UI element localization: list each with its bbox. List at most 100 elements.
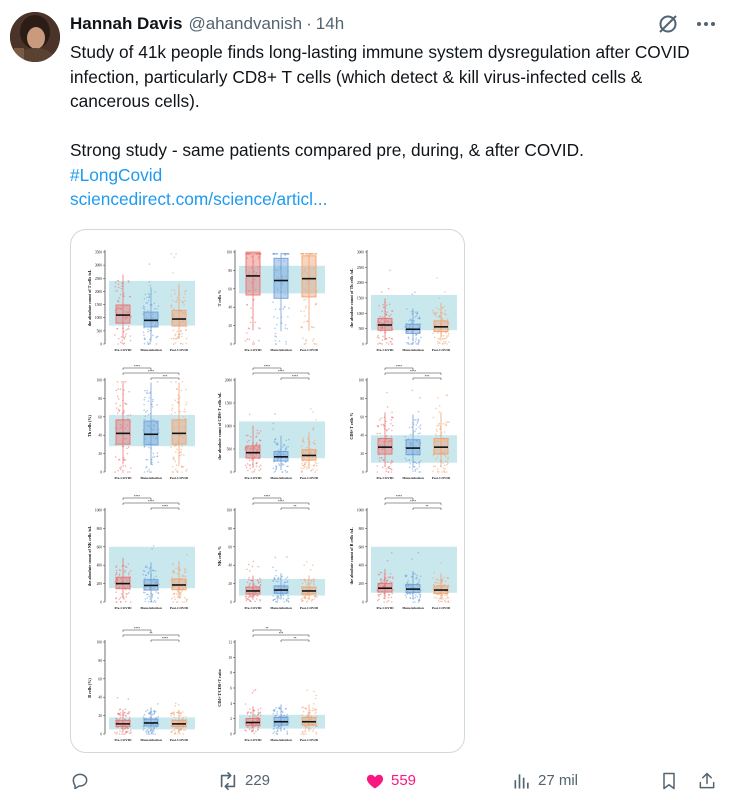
- grok-icon[interactable]: [656, 12, 680, 36]
- y-tick-label: 400: [97, 564, 103, 568]
- bookmark-button[interactable]: [659, 766, 679, 796]
- y-tick-label: 40: [228, 564, 232, 568]
- avatar-image: [10, 12, 60, 62]
- box-pre-covid: [114, 274, 132, 345]
- y-axis-label: NK cells %: [217, 546, 222, 566]
- views-button[interactable]: 27 mil: [512, 766, 578, 796]
- y-axis-label: Th cells (%): [87, 414, 92, 436]
- y-tick-label: 1000: [225, 425, 232, 429]
- x-tick-label: Mono infection: [270, 738, 292, 742]
- y-tick-label: 1500: [95, 303, 102, 307]
- y-tick-label: 80: [98, 659, 102, 663]
- post-header: Hannah Davis @ahandvanish · 14h: [70, 13, 344, 35]
- article-link[interactable]: sciencedirect.com/science/articl...: [70, 189, 328, 209]
- y-tick-label: 500: [359, 327, 365, 331]
- x-tick-label: Pre-COVID: [245, 348, 263, 352]
- box-post-covid: [432, 277, 450, 345]
- author-handle[interactable]: @ahandvanish: [188, 14, 303, 33]
- y-tick-label: 80: [98, 397, 102, 401]
- y-tick-label: 0: [100, 601, 102, 605]
- significance-label: ****: [292, 374, 298, 378]
- box-post-covid: [300, 407, 318, 473]
- reply-button[interactable]: [70, 766, 90, 796]
- box-pre-covid: [114, 381, 132, 473]
- more-options-icon[interactable]: [694, 12, 718, 36]
- y-tick-label: 12: [228, 641, 232, 645]
- y-axis-label: the absolute count of CD8+T cells /uL: [217, 392, 222, 460]
- x-tick-label: Pre-COVID: [377, 476, 395, 480]
- x-tick-label: Pre-COVID: [245, 738, 263, 742]
- y-tick-label: 200: [97, 582, 103, 586]
- y-tick-label: 40: [98, 434, 102, 438]
- significance-label: ****: [134, 626, 140, 630]
- x-tick-label: Mono infection: [402, 476, 424, 480]
- significance-label: ***: [163, 374, 168, 378]
- y-tick-label: 3000: [95, 264, 102, 268]
- y-tick-label: 60: [360, 415, 364, 419]
- x-tick-label: Post-COVID: [432, 476, 451, 480]
- x-tick-label: Post-COVID: [300, 476, 319, 480]
- post-media-image[interactable]: 0 500 1000 1500 2000 2500 3000 3500 the absolute…: [70, 229, 465, 753]
- box-post-covid: [170, 553, 188, 603]
- y-tick-label: 1000: [357, 509, 364, 513]
- box-post-covid: [300, 561, 318, 603]
- significance-label: ****: [410, 369, 416, 373]
- y-tick-label: 6: [230, 687, 232, 691]
- y-tick-label: 500: [227, 448, 233, 452]
- y-tick-label: 60: [228, 545, 232, 549]
- avatar[interactable]: [10, 12, 60, 62]
- x-tick-label: Post-COVID: [170, 738, 189, 742]
- y-tick-label: 60: [98, 415, 102, 419]
- like-button[interactable]: 559: [365, 766, 416, 796]
- repost-button[interactable]: 229: [217, 766, 270, 796]
- author-display-name[interactable]: Hannah Davis: [70, 14, 183, 33]
- box-mono-infection: [272, 413, 290, 473]
- y-tick-label: 1000: [357, 312, 364, 316]
- y-tick-label: 1000: [95, 509, 102, 513]
- y-axis-label: CD4+T/CD8+T ratio: [217, 669, 222, 706]
- y-tick-label: 80: [360, 397, 364, 401]
- y-tick-label: 0: [362, 471, 364, 475]
- x-tick-label: Post-COVID: [170, 348, 189, 352]
- hashtag-link[interactable]: #LongCovid: [70, 164, 163, 185]
- y-tick-label: 500: [97, 329, 103, 333]
- post-text: Study of 41k people finds long-lasting i…: [70, 40, 720, 212]
- y-tick-label: 2500: [357, 266, 364, 270]
- y-tick-label: 2500: [95, 277, 102, 281]
- share-button[interactable]: [697, 766, 717, 796]
- y-tick-label: 20: [98, 452, 102, 456]
- significance-label: ****: [134, 364, 140, 368]
- significance-label: **: [266, 626, 269, 630]
- y-axis-label: CD8+T cells %: [349, 412, 354, 439]
- y-tick-label: 100: [359, 379, 365, 383]
- share-icon: [699, 772, 715, 789]
- y-tick-label: 200: [359, 582, 365, 586]
- box-pre-covid: [376, 269, 394, 345]
- x-tick-label: Post-COVID: [432, 348, 451, 352]
- x-tick-label: Mono infection: [140, 606, 162, 610]
- y-tick-label: 3000: [357, 251, 364, 255]
- post-time[interactable]: 14h: [315, 14, 345, 33]
- y-tick-label: 1000: [95, 316, 102, 320]
- heart-icon: [366, 774, 384, 789]
- y-tick-label: 10: [228, 656, 232, 660]
- significance-label: ****: [148, 499, 154, 503]
- significance-label: ****: [278, 369, 284, 373]
- y-tick-label: 20: [228, 582, 232, 586]
- post-text-line-1: Study of 41k people finds long-lasting i…: [70, 42, 690, 111]
- significance-label: ****: [264, 494, 270, 498]
- x-tick-label: Pre-COVID: [377, 606, 395, 610]
- x-tick-label: Pre-COVID: [115, 738, 133, 742]
- significance-label: ****: [264, 364, 270, 368]
- y-tick-label: 0: [100, 343, 102, 347]
- x-tick-label: Mono infection: [270, 348, 292, 352]
- box-mono-infection: [404, 389, 422, 473]
- box-post-covid: [170, 253, 188, 345]
- y-tick-label: 100: [227, 251, 233, 255]
- y-tick-label: 1500: [225, 402, 232, 406]
- y-axis-label: T cells %: [217, 290, 222, 307]
